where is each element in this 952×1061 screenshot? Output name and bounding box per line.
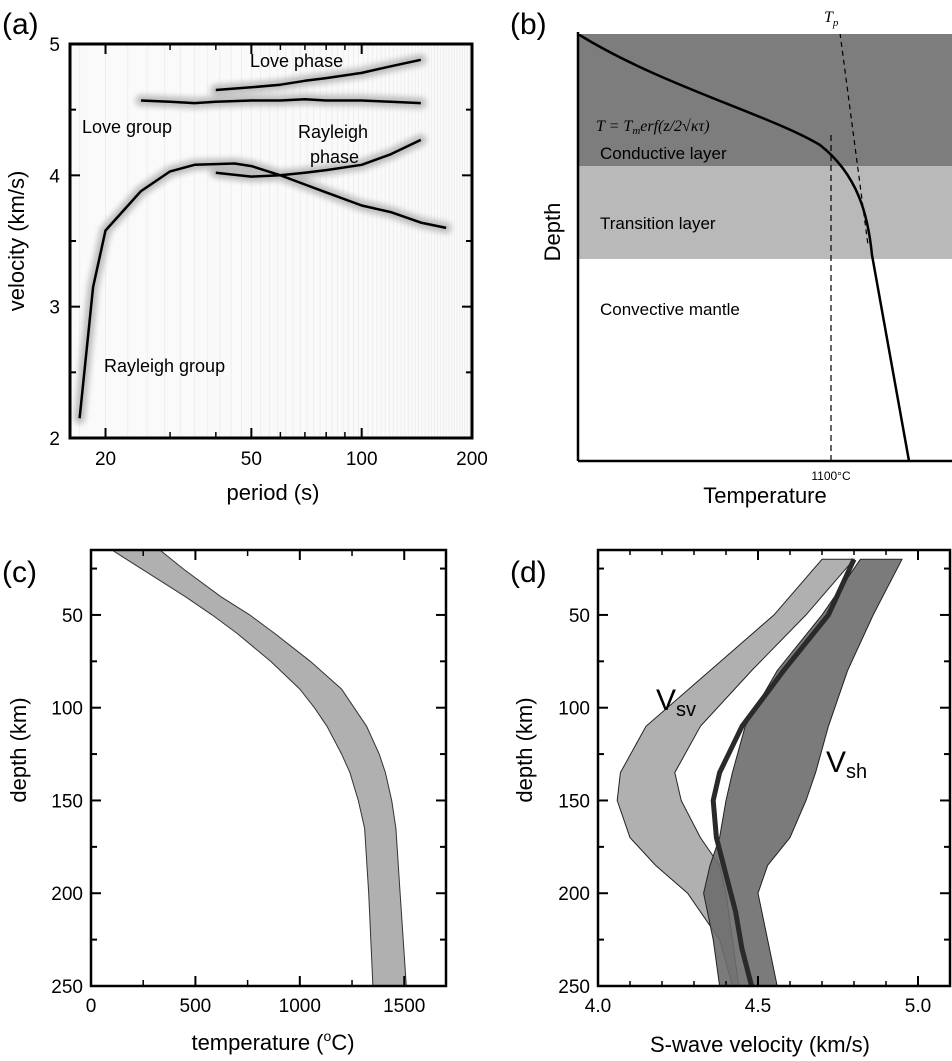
x-tick-label: 0 — [86, 996, 97, 1017]
x-tick-label: 500 — [180, 996, 212, 1017]
annotation-love-group: Love group — [82, 117, 172, 137]
panel-b-ylabel: Depth — [540, 203, 565, 262]
y-tick-label: 5 — [49, 35, 60, 56]
annotation-rayleigh-phase-line2: phase — [310, 147, 359, 167]
panel-d-ylabel: depth (km) — [512, 697, 537, 802]
x-tick-label: 100 — [346, 449, 378, 470]
y-tick-label: 50 — [62, 606, 83, 627]
panel-c-xlabel: temperature (oC) — [191, 1028, 354, 1055]
x-tick-label: 4.5 — [745, 996, 771, 1017]
vsh-band — [703, 558, 903, 986]
y-tick-label: 200 — [51, 884, 83, 905]
vsh-label: Vsh — [826, 746, 867, 783]
convective-mantle-label: Convective mantle — [600, 300, 740, 319]
annotation-rayleigh-phase-line1: Rayleigh — [298, 122, 368, 142]
x-tick-label: 20 — [95, 449, 116, 470]
panel-d-label: (d) — [510, 556, 547, 589]
y-tick-label: 3 — [49, 298, 60, 319]
annotation-rayleigh-group: Rayleigh group — [104, 356, 225, 376]
panel-a-xlabel: period (s) — [227, 480, 320, 505]
conductive-layer-label: Conductive layer — [600, 144, 727, 163]
panel-d-bands — [616, 558, 903, 986]
panel-c-label: (c) — [2, 556, 37, 589]
panel-c: (c) 0 500 1000 1500 50 100 150 200 250 temperatu… — [2, 548, 448, 1055]
conductive-layer-region — [578, 34, 952, 166]
panel-d-ticks: 4.0 4.5 5.0 50 100 150 200 250 — [558, 550, 951, 1017]
temperature-band — [110, 550, 407, 986]
geotherm-curve — [578, 34, 911, 462]
love-phase-line — [215, 58, 422, 92]
panel-a-annotations: Love phase Love group Rayleigh phase Ray… — [82, 51, 368, 376]
transition-layer-label: Transition layer — [600, 214, 716, 233]
x-tick-label: 200 — [456, 449, 488, 470]
y-tick-label: 200 — [558, 884, 590, 905]
x-tick-label: 5.0 — [905, 996, 931, 1017]
vsv-label: Vsv — [656, 684, 696, 721]
transition-layer-region — [578, 166, 952, 259]
panel-b-xlabel: Temperature — [703, 483, 827, 508]
panel-b-label: (b) — [510, 8, 547, 41]
y-tick-label: 100 — [51, 699, 83, 720]
vsv-band — [616, 558, 856, 986]
rayleigh-phase-line — [215, 138, 422, 178]
panel-d-frame — [596, 548, 952, 988]
tp-annotation: Tp — [824, 9, 839, 29]
panel-d-xlabel: S-wave velocity (km/s) — [650, 1032, 870, 1057]
panel-a: (a) 20 50 100 200 2 3 4 5 Love phase Love group… — [2, 8, 488, 505]
panel-a-curves — [78, 58, 447, 419]
panel-c-frame — [89, 548, 448, 988]
y-tick-label: 250 — [51, 977, 83, 998]
x-tick-label: 50 — [241, 449, 262, 470]
rayleigh-group-line — [78, 162, 447, 419]
x-tick-label: 4.0 — [585, 996, 611, 1017]
panel-c-ylabel: depth (km) — [6, 697, 31, 802]
panel-c-band — [110, 550, 407, 986]
panel-a-label: (a) — [2, 8, 39, 41]
erf-formula: T = Tmerf(z/2√κτ) — [596, 118, 710, 137]
y-tick-label: 4 — [49, 166, 60, 187]
y-tick-label: 100 — [558, 699, 590, 720]
panel-b: (b) Conductive layer Transition layer Co… — [510, 8, 952, 508]
y-tick-label: 150 — [558, 791, 590, 812]
panel-a-ylabel: velocity (km/s) — [4, 171, 29, 312]
y-tick-label: 150 — [51, 791, 83, 812]
panel-a-background-stripes — [79, 44, 472, 438]
panel-b-1100c-tick: 1100°C — [811, 469, 851, 483]
panel-a-ticks: 20 50 100 200 2 3 4 5 — [49, 35, 487, 470]
x-tick-label: 1000 — [279, 996, 321, 1017]
annotation-love-phase: Love phase — [250, 51, 343, 71]
love-group-line — [140, 97, 421, 105]
y-tick-label: 2 — [49, 429, 60, 450]
y-tick-label: 250 — [558, 977, 590, 998]
panel-c-ticks: 0 500 1000 1500 50 100 150 200 250 — [51, 550, 446, 1017]
mean-velocity-line — [710, 558, 857, 986]
y-tick-label: 50 — [569, 606, 590, 627]
x-tick-label: 1500 — [383, 996, 425, 1017]
panel-d: (d) 4.0 4.5 5.0 50 100 150 200 250 Vsv Vsh S-wa… — [510, 548, 952, 1057]
